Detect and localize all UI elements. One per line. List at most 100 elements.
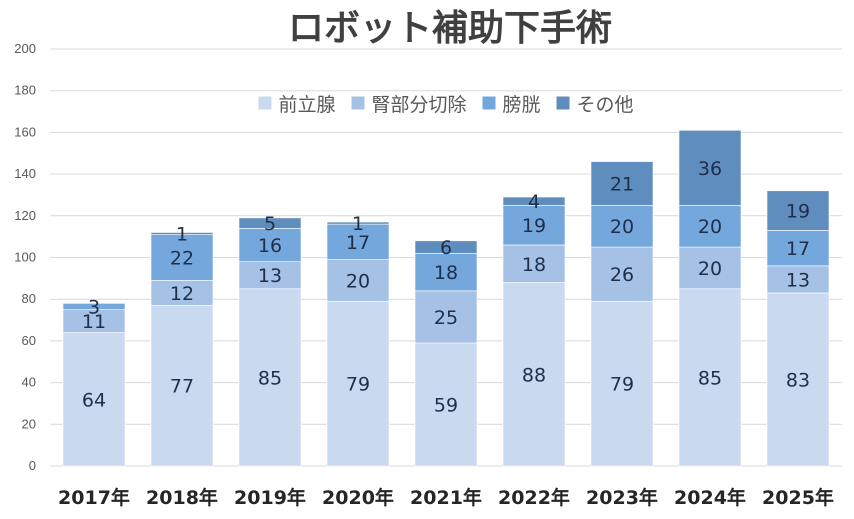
legend-label: その他 (577, 94, 634, 116)
data-label: 18 (434, 262, 458, 284)
bar-segment (238, 228, 302, 262)
bar-segment (238, 261, 302, 290)
data-label: 13 (786, 269, 810, 291)
bar-segment (502, 205, 566, 246)
x-tick-label: 2020年 (322, 486, 394, 509)
x-tick-label: 2022年 (498, 486, 570, 509)
bar-segment (414, 290, 478, 344)
bar-segment (766, 265, 830, 294)
x-tick-label: 2018年 (146, 486, 218, 509)
y-tick-label: 100 (14, 250, 36, 265)
bars (62, 130, 830, 467)
legend-label: 前立腺 (278, 94, 335, 116)
bar-segment (590, 161, 654, 206)
chart-title: ロボット補助下手術 (288, 8, 612, 49)
data-labels: 6411377122218513165792017159251868818194… (82, 158, 810, 417)
bar-segment (590, 205, 654, 248)
bar-segment (590, 246, 654, 302)
bar-segment (502, 244, 566, 283)
y-axis-ticks: 0 20 40 60 80 100 120 140 160 180 200 (14, 41, 36, 473)
x-tick-label: 2021年 (410, 486, 482, 509)
data-label: 85 (698, 367, 722, 389)
y-tick-label: 200 (14, 41, 36, 56)
bar-segment (766, 292, 830, 467)
bar-segment (678, 246, 742, 290)
data-label: 16 (258, 235, 282, 257)
bar-segment (150, 232, 214, 235)
y-tick-label: 40 (22, 375, 36, 390)
data-label: 85 (258, 367, 282, 389)
data-label: 20 (698, 216, 722, 238)
data-label: 79 (610, 374, 634, 396)
data-label: 11 (82, 311, 106, 333)
data-label: 1 (352, 213, 364, 235)
bar-segment (590, 300, 654, 467)
legend-swatch (351, 96, 365, 110)
y-tick-label: 180 (14, 83, 36, 98)
legend-swatch (556, 96, 570, 110)
data-label: 88 (522, 364, 546, 386)
data-label: 17 (346, 232, 370, 254)
y-tick-label: 80 (22, 291, 36, 306)
bar-segment (238, 217, 302, 229)
x-tick-label: 2025年 (762, 486, 834, 509)
y-tick-label: 60 (22, 333, 36, 348)
bar-segment (62, 332, 126, 467)
y-tick-label: 120 (14, 208, 36, 223)
data-label: 1 (176, 224, 188, 246)
bar-segment (502, 282, 566, 467)
legend-label: 腎部分切除 (371, 94, 466, 116)
bar-segment (326, 300, 390, 467)
y-tick-label: 160 (14, 124, 36, 139)
data-label: 79 (346, 374, 370, 396)
bar-segment (414, 342, 478, 467)
bar-segment (414, 253, 478, 292)
data-label: 17 (786, 238, 810, 260)
legend-swatch (258, 96, 272, 110)
data-label: 26 (610, 264, 634, 286)
bar-segment (766, 230, 830, 267)
data-label: 36 (698, 158, 722, 180)
data-label: 13 (258, 265, 282, 287)
y-tick-label: 0 (29, 458, 36, 473)
data-label: 83 (786, 369, 810, 391)
bar-segment (150, 280, 214, 306)
y-tick-label: 140 (14, 166, 36, 181)
x-tick-label: 2017年 (58, 486, 130, 509)
data-label: 18 (522, 254, 546, 276)
data-label: 5 (264, 213, 276, 235)
data-label: 12 (170, 283, 194, 305)
data-label: 21 (610, 173, 634, 195)
bar-segment (766, 190, 830, 231)
data-label: 19 (786, 201, 810, 223)
y-tick-label: 20 (22, 416, 36, 431)
data-label: 22 (170, 248, 194, 270)
x-axis-ticks: 2017年 2018年 2019年 2020年 2021年 2022年 2023年 2024年… (58, 486, 834, 509)
bar-segment (62, 303, 126, 310)
data-label: 77 (170, 376, 194, 398)
bar-segment (502, 196, 566, 206)
bar-segment (150, 305, 214, 467)
data-label: 3 (88, 296, 100, 318)
bar-segment (238, 288, 302, 467)
bar-segment (326, 223, 390, 260)
x-tick-label: 2023年 (586, 486, 658, 509)
bar-segment (150, 234, 214, 281)
legend-label: 膀胱 (503, 94, 541, 116)
x-tick-label: 2024年 (674, 486, 746, 509)
bar-segment (326, 221, 390, 225)
data-label: 64 (82, 389, 106, 411)
bar-segment (678, 205, 742, 248)
bar-segment (678, 130, 742, 206)
data-label: 4 (528, 191, 540, 213)
legend: 前立腺 腎部分切除 膀胱 その他 (258, 94, 634, 116)
legend-swatch (482, 96, 496, 110)
data-label: 25 (434, 307, 458, 329)
data-label: 19 (522, 215, 546, 237)
bar-segment (326, 259, 390, 302)
data-label: 20 (610, 216, 634, 238)
bar-segment (414, 240, 478, 254)
bar-segment (678, 288, 742, 467)
